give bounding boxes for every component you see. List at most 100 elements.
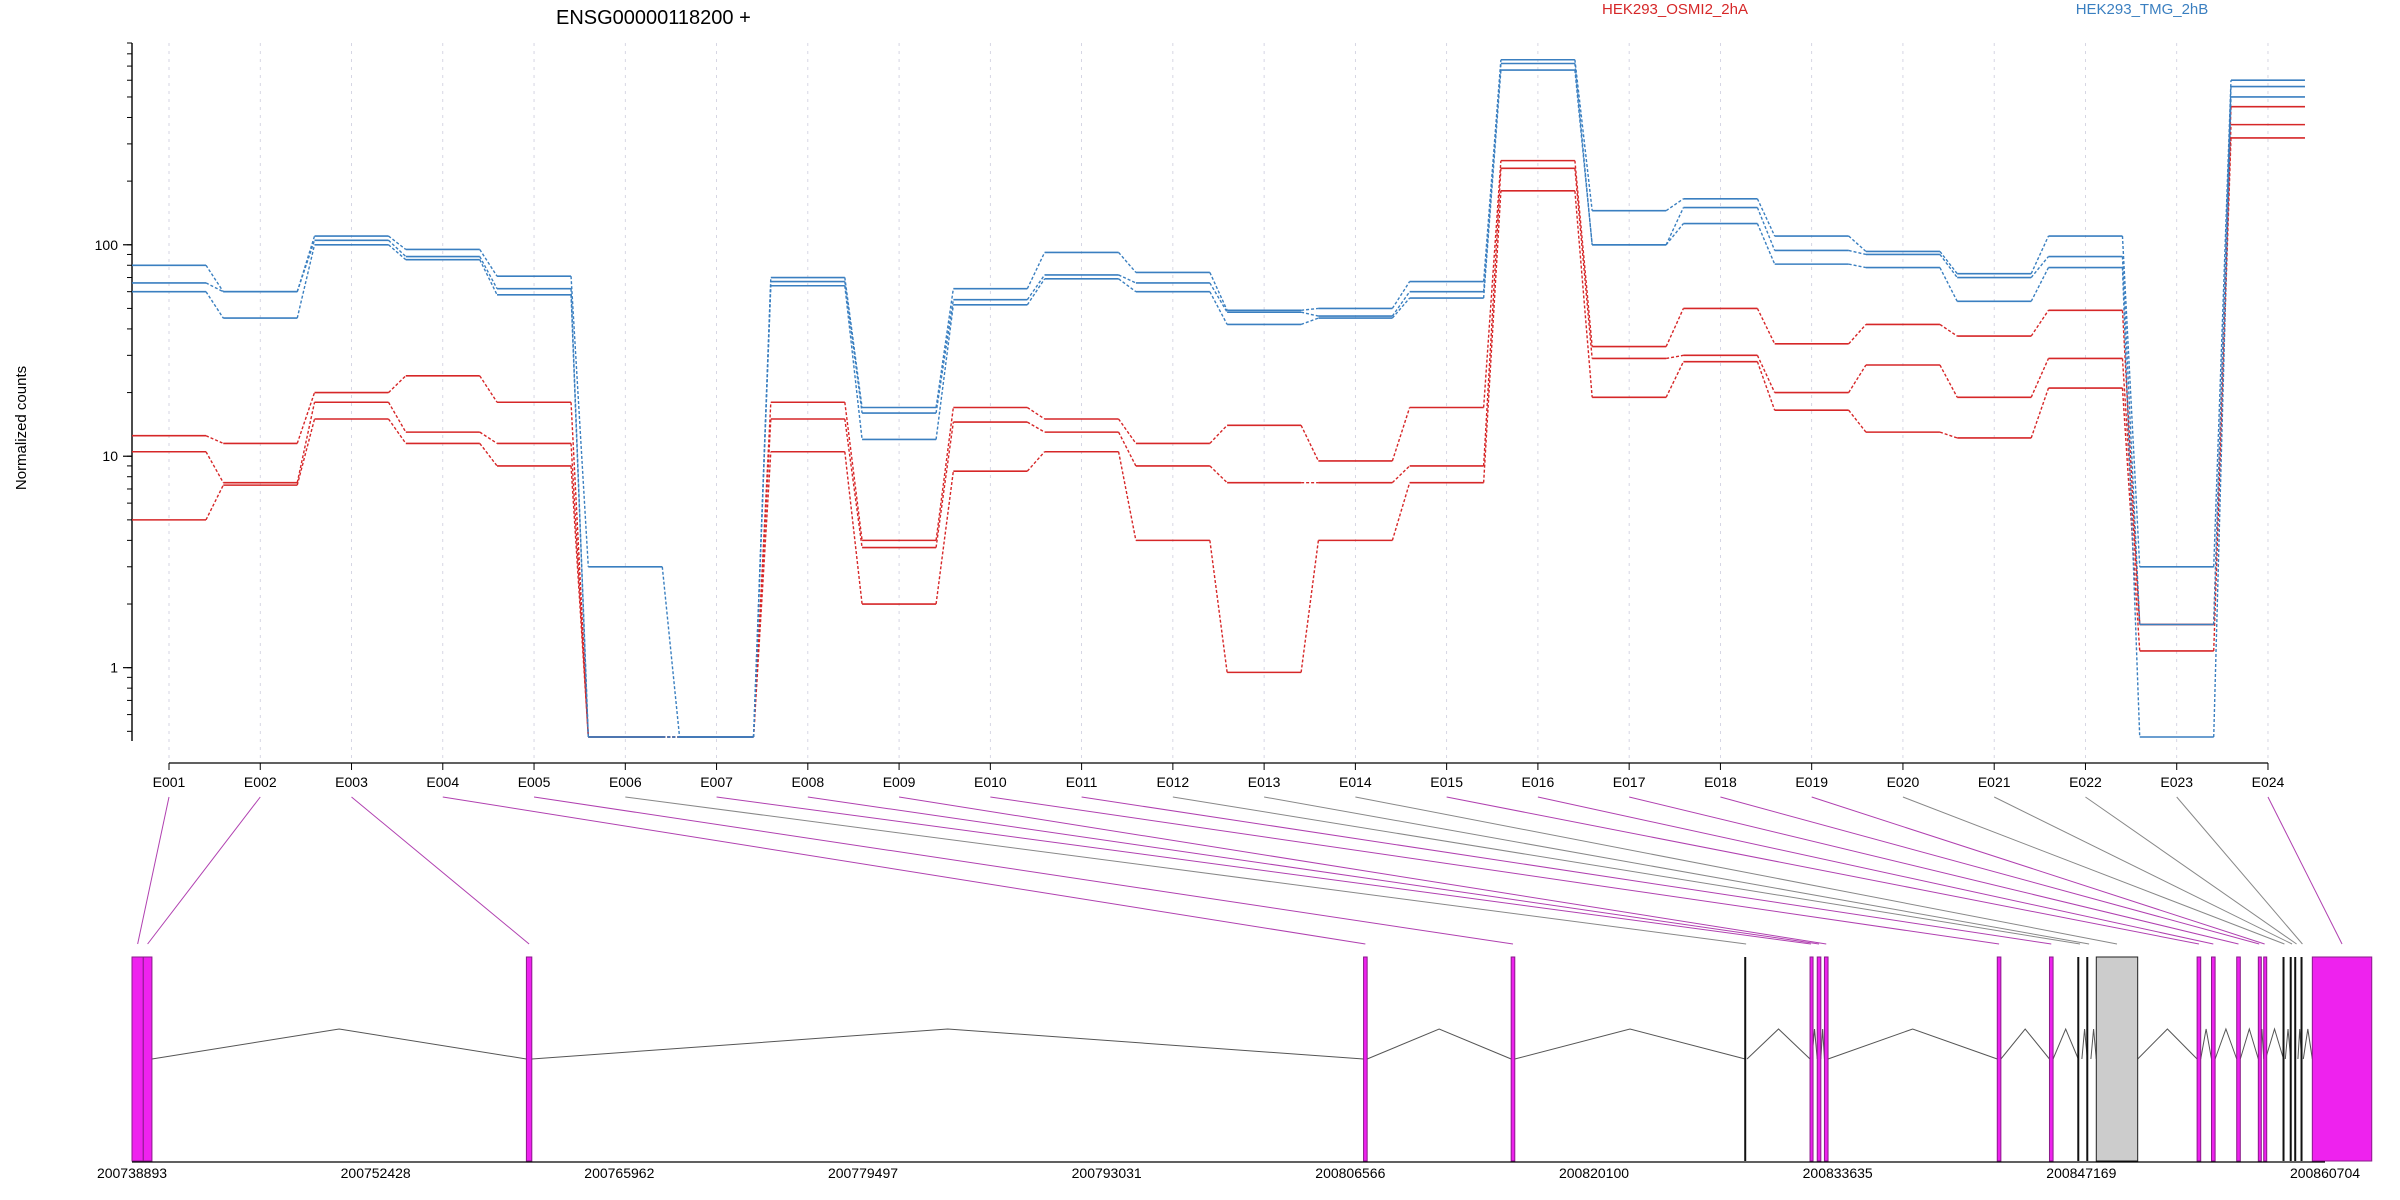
data-connector [1574, 168, 1593, 359]
x-tick-label: E014 [1339, 774, 1372, 790]
exon-E005 [1510, 956, 1516, 1162]
plot-area [132, 58, 2305, 738]
intron-line [1746, 1028, 1811, 1060]
x-axis: E001 E002 E003 E004 E005 E006 E007 E008 E009 E010… [153, 762, 2285, 790]
data-connector [2121, 235, 2141, 567]
data-connector [844, 281, 863, 414]
intron-line [151, 1028, 527, 1060]
grid [168, 43, 2269, 762]
data-connector [1665, 308, 1685, 347]
data-connector [296, 240, 316, 292]
x-tick-label: E012 [1157, 774, 1190, 790]
data-connector [1939, 267, 1958, 302]
exon-E002 [142, 956, 153, 1162]
data-connector [844, 451, 863, 605]
data-connector [1209, 272, 1228, 311]
data-connector [1848, 249, 1867, 256]
data-connector [935, 299, 955, 414]
data-connector [205, 282, 224, 293]
data-connector [479, 375, 498, 403]
x-tick-label: E001 [153, 774, 186, 790]
data-connector [1482, 190, 1502, 483]
series-HEK293_TMG_2hB [132, 62, 2305, 738]
exon-connector [1993, 796, 2293, 945]
data-connector [935, 304, 955, 440]
genomic-coordinate-axis: 200738893 200752428 200765962 200779497 2007… [97, 1161, 2360, 1181]
y-tick-label: 1 [110, 660, 118, 676]
data-connector [388, 375, 407, 394]
intron-line [1366, 1028, 1512, 1060]
intron-line [2200, 1028, 2212, 1060]
x-tick-label: E021 [1978, 774, 2011, 790]
coord-tick-label: 200820100 [1559, 1165, 1629, 1181]
chart-title: ENSG00000118200 + [556, 7, 751, 29]
x-tick-label: E007 [700, 774, 733, 790]
data-connector [479, 256, 498, 290]
data-connector [1939, 431, 1958, 439]
legend-entry: HEK293_TMG_2hB [2076, 1, 2209, 18]
intron-line [2302, 1028, 2313, 1060]
data-connector [1848, 409, 1867, 433]
data-connector [1756, 198, 1776, 237]
data-connector [296, 244, 316, 319]
data-connector [2030, 358, 2050, 398]
data-connector [1209, 465, 1228, 484]
data-connector [1026, 406, 1045, 420]
intron-line [2090, 1028, 2097, 1060]
series-HEK293_TMG_2hB [132, 58, 2305, 738]
legend: HEK293_OSMI2_2hA HEK293_TMG_2hB [1602, 1, 2208, 18]
data-connector [2030, 235, 2050, 274]
data-connector [1118, 278, 1137, 293]
exon-E008 [1816, 956, 1822, 1162]
data-connector [1301, 307, 1319, 311]
data-connector [752, 451, 772, 738]
x-tick-label: E022 [2069, 774, 2102, 790]
exon-connector [533, 796, 1514, 945]
data-connector [296, 402, 316, 483]
exon-connector [1355, 796, 2118, 945]
x-tick-label: E003 [335, 774, 368, 790]
data-connector [1391, 407, 1411, 462]
data-connector [1482, 70, 1502, 299]
legend-entry: HEK293_OSMI2_2hA [1602, 1, 1748, 18]
exon-E003 [525, 956, 533, 1162]
data-connector [1391, 297, 1411, 319]
exon-connector [2085, 796, 2297, 945]
exon-connector [1902, 796, 2285, 945]
x-tick-label: E024 [2252, 774, 2285, 790]
data-connector [1756, 207, 1776, 251]
data-connector [205, 451, 224, 483]
data-connector [1118, 274, 1137, 284]
data-connector [935, 407, 955, 541]
x-tick-label: E013 [1248, 774, 1281, 790]
data-connector [1300, 540, 1320, 673]
data-connector [1665, 198, 1684, 212]
intron-line [2214, 1027, 2238, 1060]
exon-connector [1172, 796, 2081, 945]
exon-connector [1264, 796, 2090, 945]
data-connector [387, 401, 407, 433]
data-connector [1300, 425, 1320, 462]
data-connector [844, 285, 863, 440]
data-connector [1300, 311, 1319, 317]
data-connector [1482, 168, 1502, 466]
x-tick-label: E016 [1522, 774, 1555, 790]
exon-E009 [1823, 956, 1829, 1162]
data-connector [479, 249, 498, 277]
data-connector [1209, 282, 1228, 313]
data-connector [1666, 354, 1684, 360]
intron-line [1827, 1028, 1998, 1060]
exon-connector [625, 796, 1747, 945]
intron-line [1820, 1028, 1825, 1060]
exon-E011 [2048, 956, 2054, 1162]
exon-connector [1629, 796, 2239, 945]
data-connector [1574, 59, 1593, 211]
data-connector [1665, 361, 1685, 398]
exon-connector [807, 796, 1820, 945]
y-tick-label: 10 [102, 448, 118, 464]
exon-connector [716, 796, 1812, 945]
exon-connector [1081, 796, 2052, 945]
intron-line [531, 1028, 1364, 1060]
x-tick-label: E023 [2160, 774, 2193, 790]
data-connector [1026, 421, 1045, 433]
